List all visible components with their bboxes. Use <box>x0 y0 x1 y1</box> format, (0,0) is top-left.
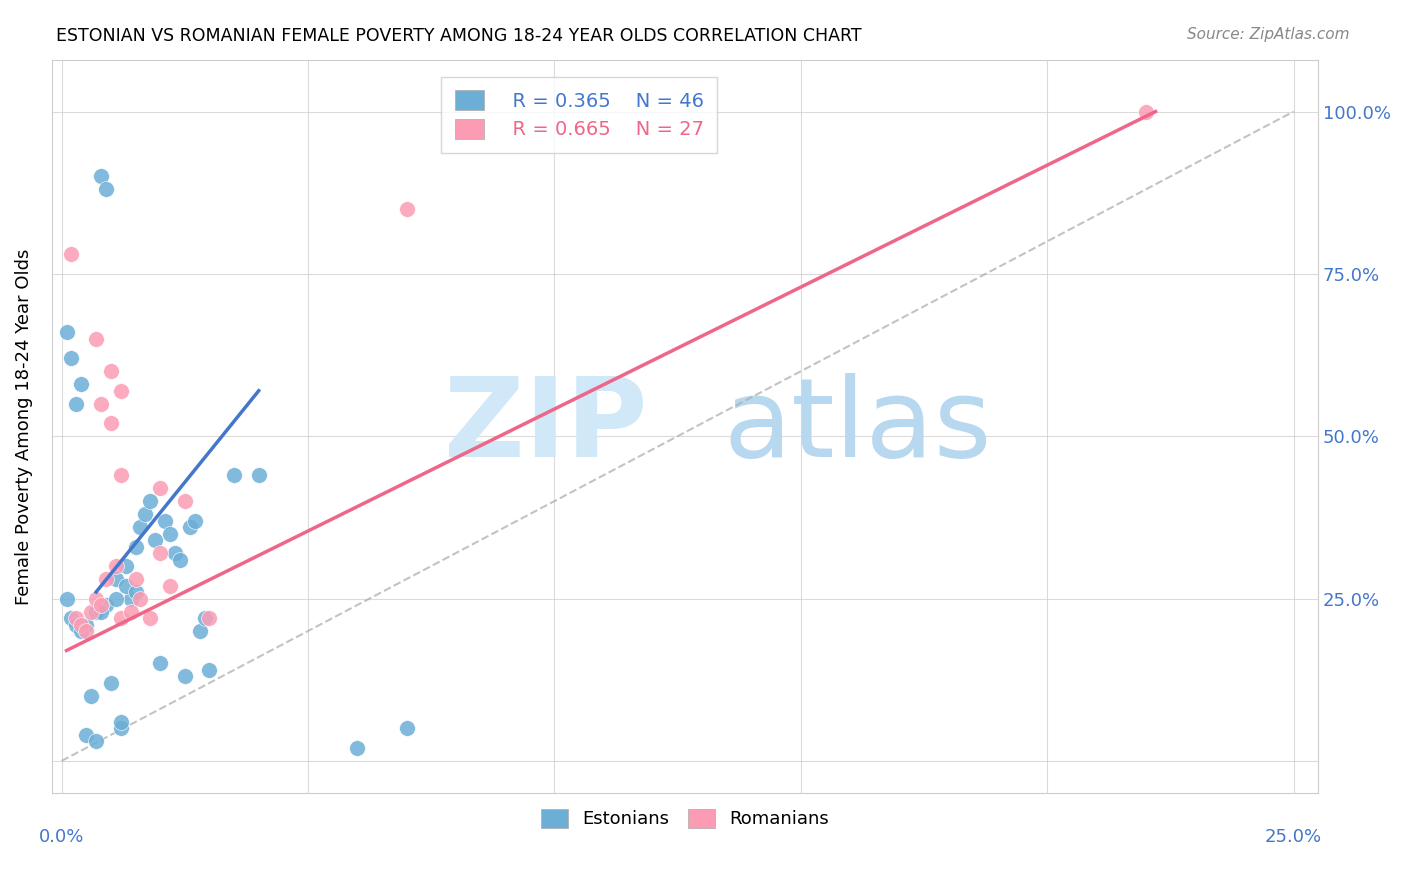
Point <box>198 663 221 677</box>
Point <box>100 364 122 378</box>
Point <box>104 559 127 574</box>
Point <box>198 611 221 625</box>
Point <box>159 526 181 541</box>
Point <box>149 546 172 560</box>
Point <box>84 332 107 346</box>
Point <box>104 572 127 586</box>
Point <box>110 714 132 729</box>
Point <box>80 605 103 619</box>
Text: 0.0%: 0.0% <box>39 828 84 847</box>
Point <box>120 591 142 606</box>
Point <box>149 481 172 495</box>
Point <box>153 514 176 528</box>
Point <box>90 169 112 184</box>
Point <box>110 722 132 736</box>
Point <box>94 182 117 196</box>
Point <box>65 611 87 625</box>
Y-axis label: Female Poverty Among 18-24 Year Olds: Female Poverty Among 18-24 Year Olds <box>15 248 32 605</box>
Point <box>149 657 172 671</box>
Point <box>90 397 112 411</box>
Point <box>129 591 152 606</box>
Point <box>94 598 117 612</box>
Point <box>75 728 97 742</box>
Point <box>139 611 162 625</box>
Point <box>100 676 122 690</box>
Point <box>84 591 107 606</box>
Point <box>114 559 136 574</box>
Text: 25.0%: 25.0% <box>1265 828 1322 847</box>
Point <box>60 611 83 625</box>
Point <box>222 468 245 483</box>
Point <box>84 605 107 619</box>
Point <box>247 468 270 483</box>
Point <box>159 578 181 592</box>
Point <box>110 611 132 625</box>
Point <box>129 520 152 534</box>
Point <box>395 202 418 216</box>
Point <box>94 572 117 586</box>
Point <box>143 533 166 548</box>
Point <box>84 734 107 748</box>
Point <box>179 520 201 534</box>
Point <box>193 611 215 625</box>
Point <box>55 591 77 606</box>
Point <box>114 578 136 592</box>
Point <box>163 546 186 560</box>
Legend: Estonians, Romanians: Estonians, Romanians <box>534 802 837 836</box>
Point <box>70 624 93 638</box>
Point <box>60 247 83 261</box>
Point <box>75 624 97 638</box>
Point <box>55 326 77 340</box>
Point <box>346 740 368 755</box>
Point <box>104 591 127 606</box>
Point <box>395 722 418 736</box>
Point <box>110 468 132 483</box>
Point <box>120 605 142 619</box>
Point <box>124 585 146 599</box>
Point <box>90 605 112 619</box>
Point <box>70 617 93 632</box>
Point <box>60 351 83 366</box>
Point <box>139 494 162 508</box>
Point <box>169 552 191 566</box>
Point <box>124 572 146 586</box>
Point <box>110 384 132 398</box>
Text: Source: ZipAtlas.com: Source: ZipAtlas.com <box>1187 27 1350 42</box>
Point <box>183 514 205 528</box>
Point <box>124 540 146 554</box>
Point <box>100 416 122 430</box>
Point <box>80 689 103 703</box>
Point <box>134 507 156 521</box>
Point <box>1135 104 1157 119</box>
Point <box>65 617 87 632</box>
Point <box>75 617 97 632</box>
Text: ZIP: ZIP <box>443 373 647 480</box>
Point <box>90 598 112 612</box>
Point <box>70 377 93 392</box>
Point <box>173 669 195 683</box>
Point <box>188 624 211 638</box>
Point <box>65 397 87 411</box>
Point <box>173 494 195 508</box>
Text: atlas: atlas <box>723 373 991 480</box>
Text: ESTONIAN VS ROMANIAN FEMALE POVERTY AMONG 18-24 YEAR OLDS CORRELATION CHART: ESTONIAN VS ROMANIAN FEMALE POVERTY AMON… <box>56 27 862 45</box>
